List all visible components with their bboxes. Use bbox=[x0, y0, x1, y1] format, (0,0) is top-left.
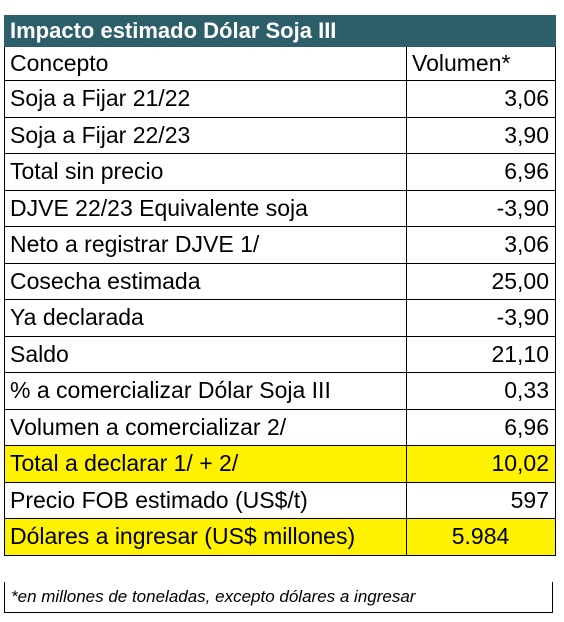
table-row: Ya declarada -3,90 bbox=[4, 299, 557, 337]
row-concept: Total sin precio bbox=[4, 153, 407, 191]
row-value: 597 bbox=[405, 481, 557, 519]
row-concept: Precio FOB estimado (US$/t) bbox=[4, 481, 407, 519]
row-value: -3,90 bbox=[405, 189, 557, 227]
table-title: Impacto estimado Dólar Soja III bbox=[3, 15, 557, 47]
table-row: Neto a registrar DJVE 1/ 3,06 bbox=[4, 226, 557, 264]
table-row: Cosecha estimada 25,00 bbox=[4, 262, 557, 300]
row-value: 6,96 bbox=[405, 153, 557, 191]
row-concept: Cosecha estimada bbox=[4, 262, 407, 300]
table-row: Precio FOB estimado (US$/t) 597 bbox=[4, 481, 557, 519]
header-volume: Volumen* bbox=[405, 46, 557, 81]
row-value: 10,02 bbox=[405, 445, 557, 483]
table-title-row: Impacto estimado Dólar Soja III bbox=[3, 15, 557, 47]
header-concept: Concepto bbox=[4, 46, 407, 81]
row-concept: Saldo bbox=[4, 335, 407, 373]
table-row: DJVE 22/23 Equivalente soja -3,90 bbox=[4, 189, 557, 227]
row-concept: Neto a registrar DJVE 1/ bbox=[4, 226, 407, 264]
row-concept: Soja a Fijar 21/22 bbox=[4, 80, 407, 118]
impact-table: Impacto estimado Dólar Soja III Concepto… bbox=[3, 15, 557, 556]
impact-table-container: Impacto estimado Dólar Soja III Concepto… bbox=[3, 15, 557, 556]
row-concept: DJVE 22/23 Equivalente soja bbox=[4, 189, 407, 227]
table-row: % a comercializar Dólar Soja III 0,33 bbox=[4, 372, 557, 410]
row-concept: % a comercializar Dólar Soja III bbox=[4, 372, 407, 410]
table-header-row: Concepto Volumen* bbox=[4, 46, 557, 81]
table-row: Saldo 21,10 bbox=[4, 335, 557, 373]
row-concept: Dólares a ingresar (US$ millones) bbox=[4, 518, 407, 556]
row-value: -3,90 bbox=[405, 299, 557, 337]
row-value: 6,96 bbox=[405, 408, 557, 446]
row-value: 3,90 bbox=[405, 116, 557, 154]
row-value: 0,33 bbox=[405, 372, 557, 410]
table-row: Volumen a comercializar 2/ 6,96 bbox=[4, 408, 557, 446]
row-concept: Total a declarar 1/ + 2/ bbox=[4, 445, 407, 483]
table-row: Soja a Fijar 21/22 3,06 bbox=[4, 80, 557, 118]
row-value: 21,10 bbox=[405, 335, 557, 373]
row-concept: Volumen a comercializar 2/ bbox=[4, 408, 407, 446]
table-row: Soja a Fijar 22/23 3,90 bbox=[4, 116, 557, 154]
table-row-total-declarar: Total a declarar 1/ + 2/ 10,02 bbox=[4, 445, 557, 483]
row-value: 3,06 bbox=[405, 80, 557, 118]
footnote: *en millones de toneladas, excepto dólar… bbox=[4, 582, 553, 613]
table-row-dolares-ingresar: Dólares a ingresar (US$ millones) 5.984 bbox=[4, 518, 557, 556]
table-row: Total sin precio 6,96 bbox=[4, 153, 557, 191]
row-concept: Ya declarada bbox=[4, 299, 407, 337]
row-concept: Soja a Fijar 22/23 bbox=[4, 116, 407, 154]
row-value: 3,06 bbox=[405, 226, 557, 264]
row-value: 5.984 bbox=[405, 518, 557, 556]
row-value: 25,00 bbox=[405, 262, 557, 300]
